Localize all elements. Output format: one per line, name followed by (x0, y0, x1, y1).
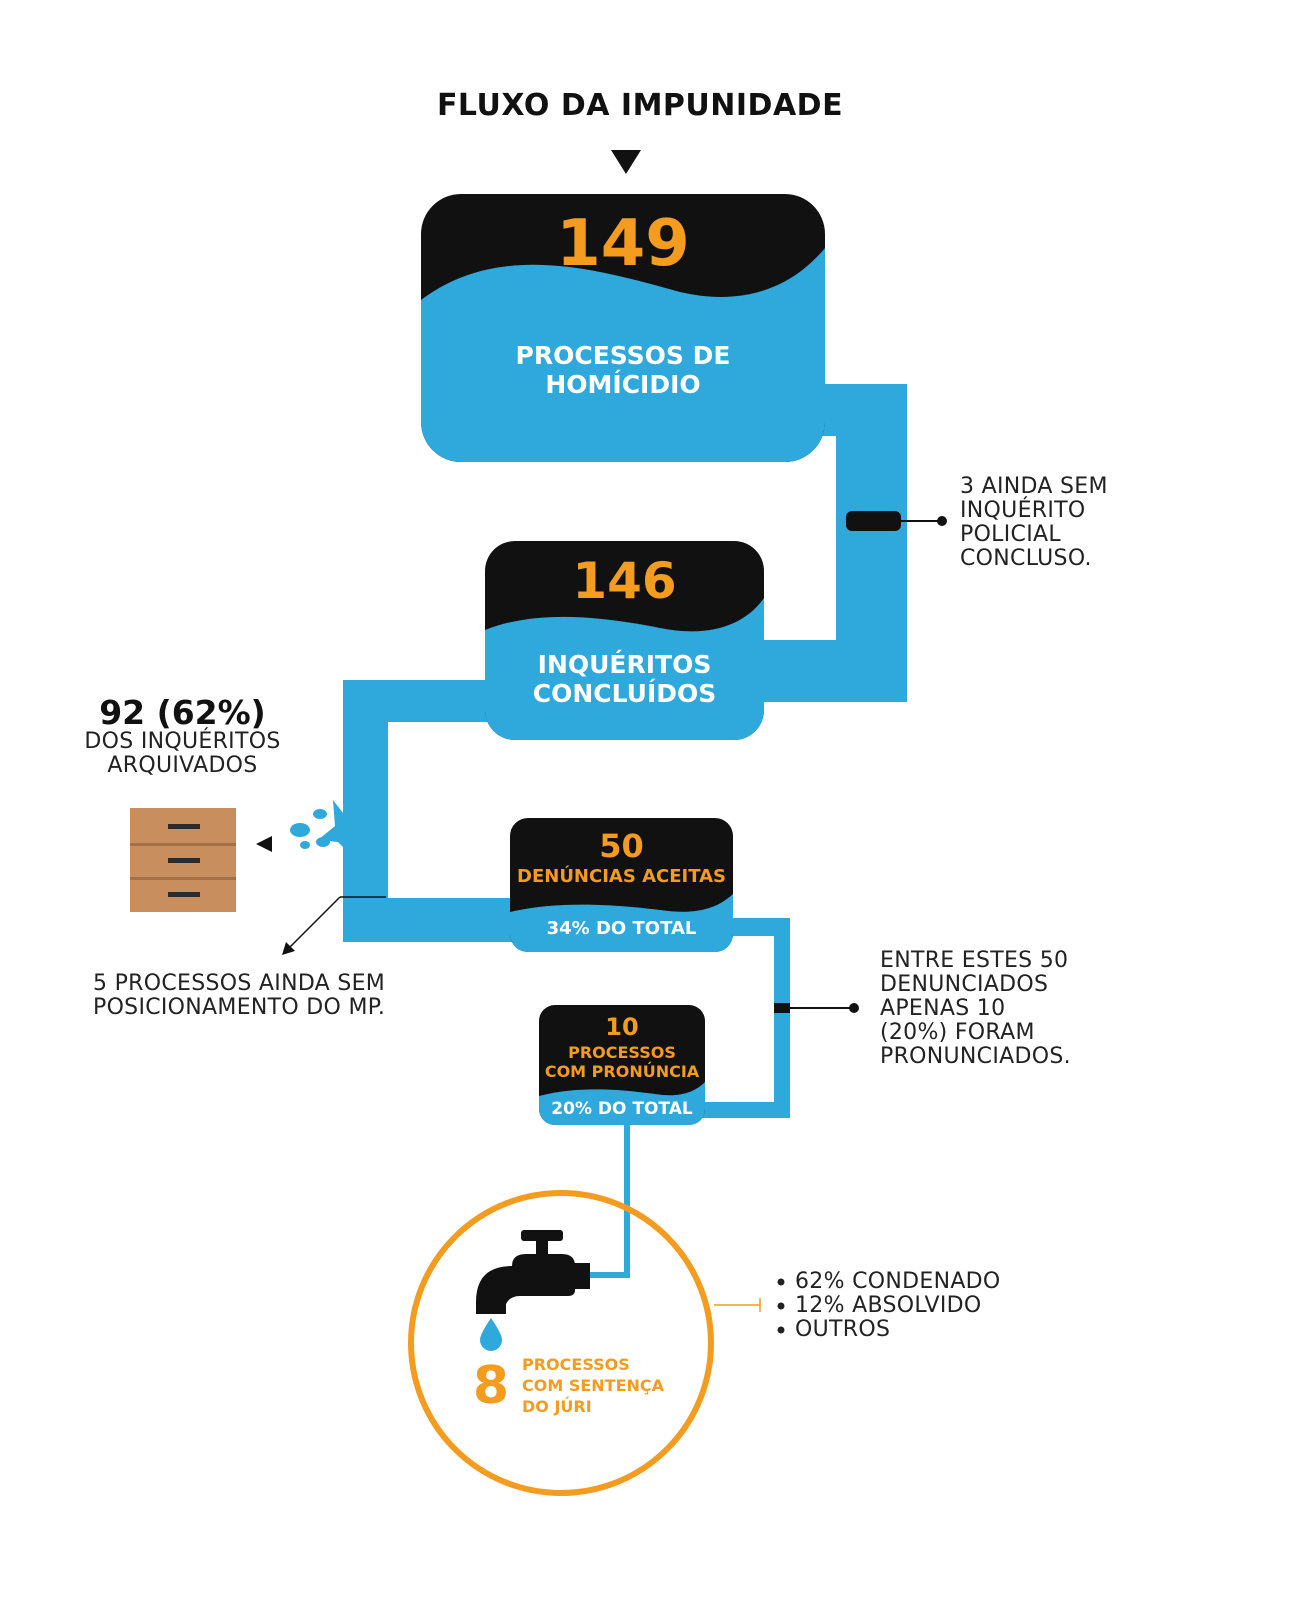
water-splash-icon (290, 800, 382, 862)
inqueritos-label-line2: CONCLUÍDOS (532, 678, 717, 708)
pronuncia-count: 10 (605, 1013, 639, 1041)
bullet (777, 1302, 785, 1310)
note-sem-inquerito: 3 AINDA SEM INQUÉRITO POLICIAL CONCLUSO. (960, 475, 1108, 571)
pipe-clamp (846, 511, 901, 531)
tank-inqueritos (485, 541, 764, 740)
pronuncia-pct: 20% DO TOTAL (551, 1099, 693, 1119)
sentenca-label: PROCESSOS COM SENTENÇA DO JÚRI (522, 1354, 664, 1417)
sentenca-label-line2: COM SENTENÇA (522, 1376, 665, 1395)
sentenca-label-line3: DO JÚRI (522, 1397, 592, 1416)
homicidios-count: 149 (556, 207, 690, 281)
results-item: OUTROS (795, 1317, 891, 1342)
sentenca-count: 8 (472, 1356, 510, 1416)
pronuncia-label: PROCESSOS COM PRONÚNCIA (539, 1043, 705, 1081)
note-line: APENAS 10 (880, 996, 1006, 1021)
pronuncia-label-line2: COM PRONÚNCIA (544, 1062, 700, 1081)
homicidios-label: PROCESSOS DE HOMÍCIDIO (421, 341, 825, 400)
results-item: 12% ABSOLVIDO (795, 1293, 982, 1318)
bullet (777, 1326, 785, 1334)
arquivados-count: 92 (62%) (99, 693, 266, 732)
callout-line (288, 896, 341, 949)
note-line: ARQUIVADOS (107, 753, 258, 778)
down-arrow-icon (611, 150, 641, 174)
note-line: DENUNCIADOS (880, 972, 1049, 997)
inqueritos-count: 146 (572, 552, 677, 610)
file-drawers-icon (130, 808, 236, 912)
callout-dot (849, 1003, 859, 1013)
note-pronunciados: ENTRE ESTES 50 DENUNCIADOS APENAS 10 (20… (880, 949, 1071, 1069)
note-line: DOS INQUÉRITOS (84, 729, 281, 754)
pipe-146-to-50 (343, 680, 533, 942)
page-title: FLUXO DA IMPUNIDADE (436, 88, 844, 123)
note-line: POSICIONAMENTO DO MP. (93, 995, 386, 1020)
note-sem-mp: 5 PROCESSOS AINDA SEM POSICIONAMENTO DO … (93, 972, 385, 1020)
denuncias-label: DENÚNCIAS ACEITAS (517, 866, 726, 887)
tank-denuncias (510, 818, 733, 952)
denuncias-pct: 34% DO TOTAL (546, 918, 697, 939)
pipe-10-to-8 (588, 1118, 630, 1278)
pipe-50-to-10 (690, 918, 790, 1118)
callout-dot (937, 516, 947, 526)
note-line: PRONUNCIADOS. (880, 1044, 1071, 1069)
pipe-149-to-146 (760, 384, 907, 702)
faucet-icon (476, 1230, 590, 1314)
pronuncia-label-line1: PROCESSOS (568, 1043, 676, 1062)
note-line: 3 AINDA SEM (960, 474, 1108, 499)
tank-pronuncia (539, 1005, 705, 1125)
inqueritos-label-line1: INQUÉRITOS (537, 650, 712, 679)
note-line: ENTRE ESTES 50 (880, 948, 1069, 973)
sentenca-circle (408, 1190, 714, 1496)
water-drop-icon (480, 1318, 502, 1351)
homicidios-label-line1: PROCESSOS DE (515, 341, 731, 370)
denuncias-count: 50 (599, 827, 644, 865)
bullet (777, 1278, 785, 1286)
arrow-head-icon (282, 942, 295, 955)
results-item: 62% CONDENADO (795, 1269, 1001, 1294)
note-line: POLICIAL (960, 522, 1061, 547)
note-line: INQUÉRITO (960, 498, 1086, 523)
results-list: 62% CONDENADO 12% ABSOLVIDO OUTROS (795, 1270, 1001, 1342)
homicidios-label-line2: HOMÍCIDIO (545, 369, 701, 399)
note-line: 5 PROCESSOS AINDA SEM (93, 971, 386, 996)
inqueritos-label: INQUÉRITOS CONCLUÍDOS (485, 650, 764, 709)
arquivados-label: DOS INQUÉRITOS ARQUIVADOS (60, 730, 305, 778)
tank-homicidios (421, 194, 825, 462)
note-line: (20%) FORAM (880, 1020, 1035, 1045)
arrow-left-icon (256, 836, 272, 852)
note-line: CONCLUSO. (960, 546, 1092, 571)
sentenca-label-line1: PROCESSOS (522, 1355, 630, 1374)
